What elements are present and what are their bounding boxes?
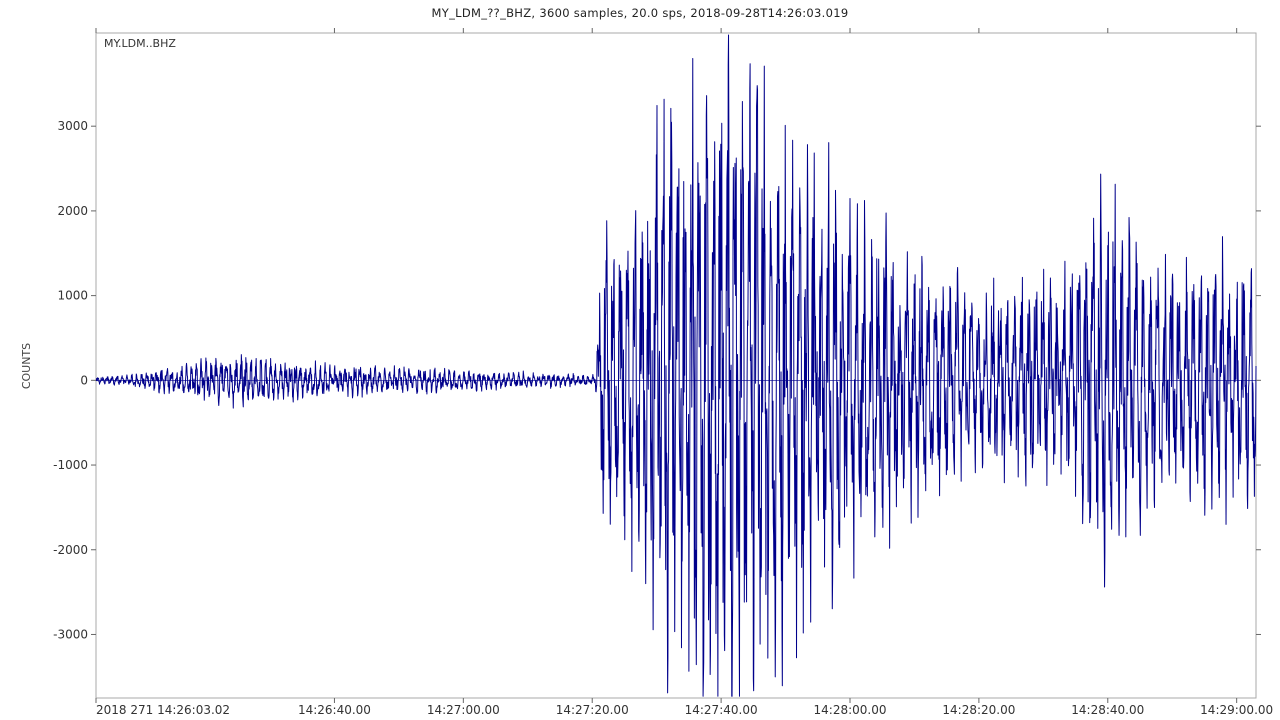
y-tick-label: -3000	[53, 627, 88, 641]
x-tick-label: 14:28:00.00	[814, 703, 887, 717]
trace-label: MY.LDM..BHZ	[104, 37, 176, 50]
y-tick-label: -2000	[53, 543, 88, 557]
y-tick-label: -1000	[53, 458, 88, 472]
waveform-trace-group	[95, 34, 1257, 697]
x-tick-label: 2018 271 14:26:03.02	[96, 703, 230, 717]
y-axis-label: COUNTS	[20, 343, 33, 389]
x-tick-label: 14:26:40.00	[298, 703, 371, 717]
waveform-line	[95, 34, 1257, 697]
chart-title: MY_LDM_??_BHZ, 3600 samples, 20.0 sps, 2…	[432, 6, 849, 20]
y-axis: -3000 -2000 -1000 0 1000 2000 3000	[53, 119, 1261, 641]
y-tick-label: 3000	[57, 119, 88, 133]
x-tick-label: 14:28:40.00	[1071, 703, 1144, 717]
x-tick-label: 14:27:40.00	[685, 703, 758, 717]
y-tick-label: 0	[80, 373, 88, 387]
x-tick-label: 14:27:20.00	[556, 703, 629, 717]
x-axis: 2018 271 14:26:03.02 14:26:40.00 14:27:00.…	[95, 28, 1273, 717]
plot-frame	[95, 32, 1257, 699]
x-tick-label: 14:28:20.00	[942, 703, 1015, 717]
x-tick-label: 14:29:00.00	[1200, 703, 1273, 717]
y-tick-label: 1000	[57, 289, 88, 303]
y-tick-label: 2000	[57, 204, 88, 218]
x-tick-label: 14:27:00.00	[427, 703, 500, 717]
